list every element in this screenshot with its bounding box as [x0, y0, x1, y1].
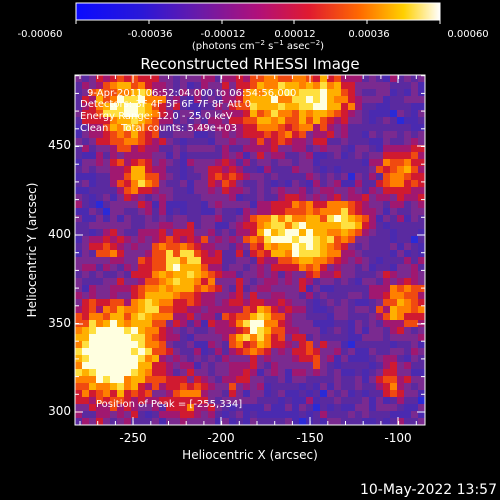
y-tick-label: 450 — [48, 138, 71, 152]
colorbar-tick-label: -0.00012 — [201, 29, 246, 40]
y-axis-label: Heliocentric Y (arcsec) — [25, 183, 39, 318]
energy-range-label: Energy Range: 12.0 - 25.0 keV — [80, 111, 233, 122]
y-tick-label: 400 — [48, 227, 71, 241]
colorbar-gradient — [75, 2, 441, 21]
x-tick-label: -150 — [296, 431, 323, 445]
colorbar-tick-label: -0.00036 — [128, 29, 173, 40]
x-tick-label: -100 — [384, 431, 411, 445]
colorbar-tick-label: 0.00012 — [274, 29, 315, 40]
time-range-label: 9-Apr-2011 06:52:04.000 to 06:54:56.000 — [87, 88, 296, 99]
detectors-label: Detectors: 3F 4F 5F 6F 7F 8F Att 0 — [80, 99, 251, 110]
info-annotations: 9-Apr-2011 06:52:04.000 to 06:54:56.000 … — [80, 88, 296, 410]
colorbar-tick-label: -0.00060 — [18, 29, 63, 40]
peak-position-label: Position of Peak = [-255,334] — [96, 399, 242, 410]
reconstructed-image — [75, 75, 425, 425]
method-label: Clean — [80, 123, 108, 134]
colorbar-ticks — [75, 20, 441, 24]
plot-frame — [74, 74, 426, 426]
plot-axes: -250 -200 -150 -100 300 350 400 450 Heli… — [25, 74, 426, 462]
total-counts-label: Total counts: 5.49e+03 — [120, 123, 237, 134]
colorbar-tick-label: 0.00036 — [348, 29, 389, 40]
timestamp: 10-May-2022 13:57 — [360, 482, 497, 498]
x-axis-label: Heliocentric X (arcsec) — [182, 448, 318, 462]
x-tick-label: -200 — [207, 431, 234, 445]
y-tick-label: 350 — [48, 316, 71, 330]
colorbar-tick-label: 0.00060 — [447, 29, 488, 40]
colorbar-units-label: (photons cm−2 s−1 asec−2) — [192, 39, 324, 52]
colorbar: -0.00060 -0.00036 -0.00012 0.00012 0.000… — [18, 2, 489, 52]
plot-title: Reconstructed RHESSI Image — [140, 55, 359, 73]
x-tick-label: -250 — [119, 431, 146, 445]
y-tick-label: 300 — [48, 404, 71, 418]
